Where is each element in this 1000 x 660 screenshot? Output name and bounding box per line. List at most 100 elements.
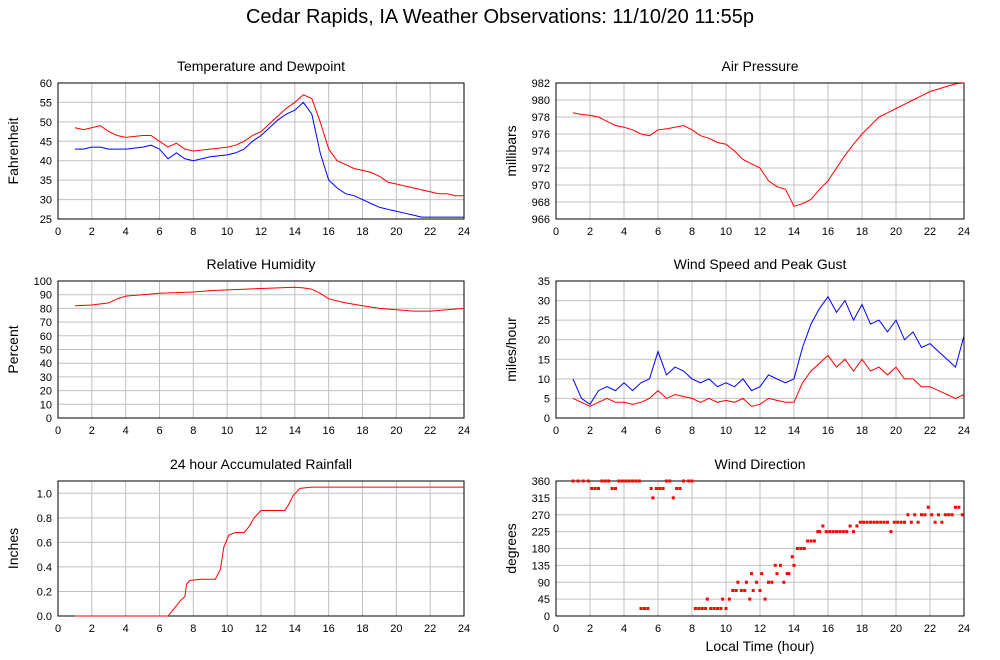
- y-tick-label: 35: [538, 276, 550, 288]
- x-tick-label: 22: [924, 226, 936, 238]
- data-point: [668, 479, 672, 483]
- chart-title: Air Pressure: [721, 58, 798, 74]
- y-tick-label: 180: [532, 544, 550, 556]
- x-tick-label: 10: [221, 425, 233, 437]
- data-point: [943, 513, 947, 517]
- data-point: [790, 555, 794, 559]
- x-tick-label: 18: [856, 226, 868, 238]
- x-tick-label: 14: [289, 425, 301, 437]
- y-tick-label: 0: [46, 413, 52, 425]
- x-tick-label: 22: [424, 623, 436, 635]
- data-point: [795, 547, 799, 550]
- data-point: [930, 513, 934, 517]
- x-axis-label: Local Time (hour): [706, 638, 815, 654]
- data-point: [649, 487, 653, 490]
- x-tick-label: 14: [289, 623, 301, 635]
- x-tick-label: 4: [621, 226, 627, 238]
- data-point: [913, 513, 917, 517]
- data-point: [770, 580, 774, 584]
- data-point: [940, 520, 944, 524]
- x-tick-label: 0: [553, 425, 559, 437]
- x-tick-label: 18: [356, 623, 368, 635]
- data-point: [865, 520, 869, 524]
- data-point: [787, 572, 791, 576]
- data-point: [879, 520, 883, 524]
- plot-frame: [555, 280, 965, 419]
- data-point: [600, 479, 604, 483]
- data-point: [782, 580, 786, 584]
- x-tick-label: 6: [655, 623, 661, 635]
- x-tick-label: 10: [720, 623, 732, 635]
- data-point: [806, 539, 810, 543]
- chart-title: Wind Speed and Peak Gust: [674, 256, 847, 272]
- data-point: [755, 580, 759, 584]
- data-point: [960, 513, 964, 517]
- data-point: [581, 479, 585, 483]
- data-point: [848, 524, 852, 528]
- y-tick-label: 966: [532, 214, 550, 226]
- data-point: [624, 479, 628, 483]
- y-tick-label: 0.8: [37, 513, 52, 525]
- data-point: [886, 520, 889, 524]
- data-point: [642, 607, 646, 610]
- x-tick-label: 24: [458, 226, 470, 238]
- x-tick-label: 2: [587, 226, 593, 238]
- y-tick-label: 20: [538, 335, 550, 347]
- y-tick-label: 80: [40, 303, 52, 315]
- y-tick-label: 270: [532, 510, 550, 522]
- y-tick-label: 0.2: [37, 586, 52, 598]
- x-tick-label: 16: [323, 226, 335, 238]
- x-tick-label: 2: [587, 425, 593, 437]
- data-point: [634, 479, 638, 483]
- x-tick-label: 16: [822, 226, 834, 238]
- x-tick-label: 14: [788, 623, 800, 635]
- y-tick-label: 976: [532, 129, 550, 141]
- data-point: [802, 547, 806, 550]
- y-tick-label: 982: [532, 78, 550, 90]
- data-point: [750, 572, 753, 576]
- plot-frame: [555, 480, 965, 617]
- data-point: [916, 520, 920, 524]
- x-tick-label: 4: [621, 425, 627, 437]
- x-tick-label: 14: [289, 226, 301, 238]
- y-tick-label: 974: [532, 146, 550, 158]
- x-tick-label: 8: [190, 425, 196, 437]
- x-tick-label: 4: [123, 226, 129, 238]
- data-point: [597, 487, 600, 490]
- data-point: [855, 524, 859, 528]
- data-point: [593, 487, 597, 490]
- data-point: [603, 479, 607, 483]
- data-point: [704, 607, 708, 610]
- data-point: [763, 597, 767, 601]
- data-point: [709, 607, 713, 610]
- data-point: [724, 607, 728, 610]
- data-point: [799, 547, 803, 550]
- y-tick-label: 0.4: [37, 562, 52, 574]
- data-point: [639, 607, 643, 610]
- x-tick-label: 4: [621, 623, 627, 635]
- data-point: [631, 479, 634, 483]
- y-tick-label: 60: [40, 78, 52, 90]
- y-tick-label: 90: [40, 290, 52, 302]
- data-point: [882, 520, 886, 524]
- x-tick-label: 20: [390, 623, 402, 635]
- x-tick-label: 10: [221, 226, 233, 238]
- data-point: [571, 479, 575, 483]
- data-point: [620, 479, 624, 483]
- data-point: [734, 589, 738, 592]
- data-point: [690, 479, 694, 483]
- x-tick-label: 2: [89, 226, 95, 238]
- data-point: [590, 487, 594, 490]
- series-line-1: [74, 286, 465, 312]
- x-tick-label: 8: [689, 226, 695, 238]
- x-tick-label: 22: [924, 425, 936, 437]
- y-tick-label: 968: [532, 197, 550, 209]
- x-tick-label: 16: [822, 425, 834, 437]
- series-line-1: [74, 94, 464, 197]
- chart-title: Wind Direction: [714, 456, 805, 472]
- data-point: [748, 597, 752, 601]
- x-tick-label: 18: [356, 425, 368, 437]
